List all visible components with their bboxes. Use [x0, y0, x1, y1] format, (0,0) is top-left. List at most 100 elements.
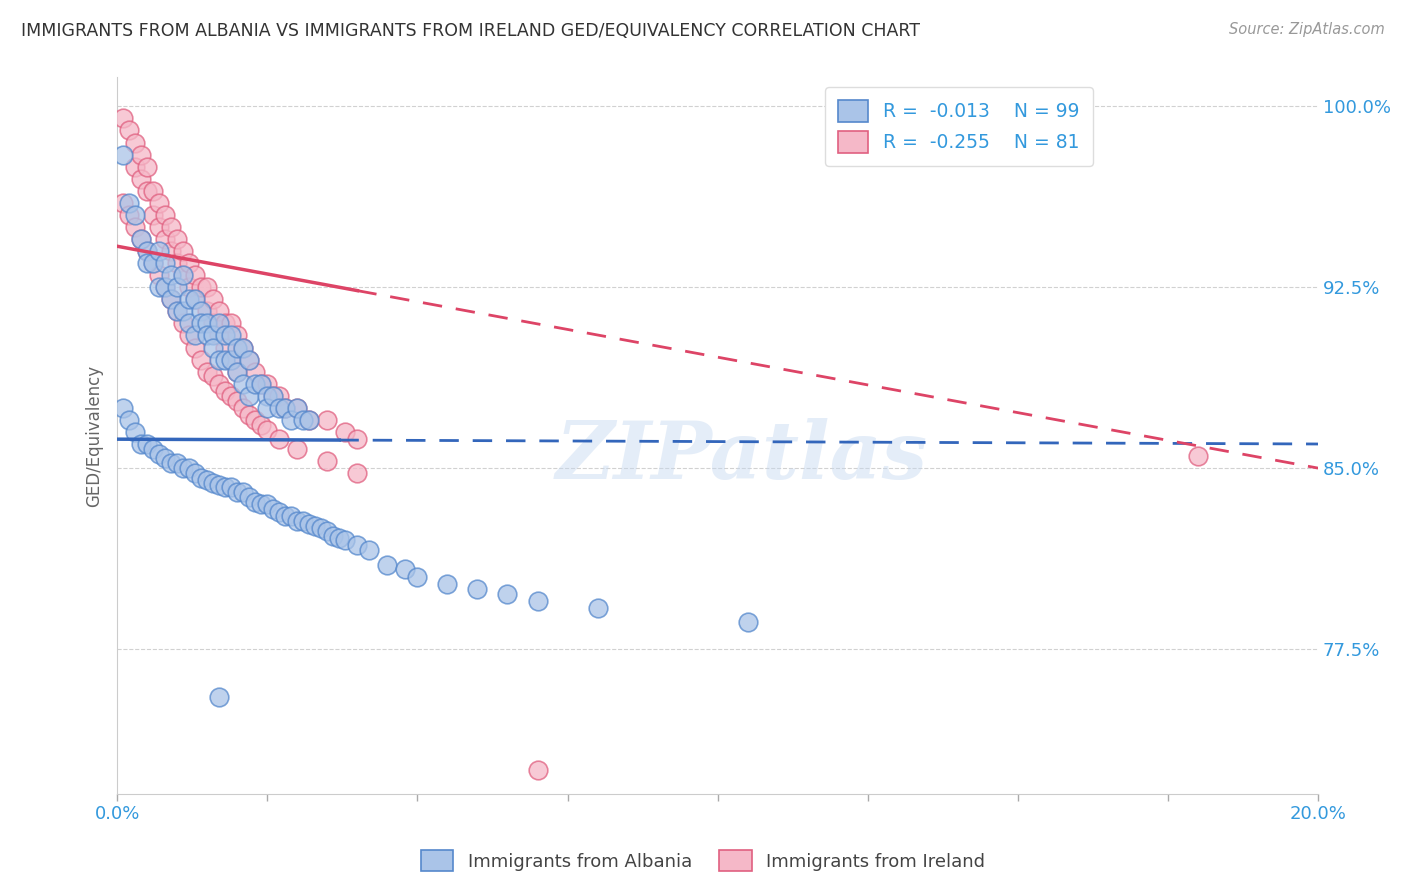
Point: [226, 365, 249, 379]
Point: [166, 304, 188, 318]
Point: [195, 280, 218, 294]
Point: [190, 317, 212, 331]
Point: [214, 317, 236, 331]
Point: [245, 365, 267, 379]
Point: [232, 485, 254, 500]
Point: [208, 317, 231, 331]
Point: [172, 268, 194, 283]
Point: [269, 432, 291, 446]
Point: [166, 280, 188, 294]
Point: [118, 195, 141, 210]
Point: [256, 401, 278, 415]
Point: [129, 147, 152, 161]
Point: [285, 401, 308, 415]
Point: [298, 413, 321, 427]
Point: [214, 328, 236, 343]
Point: [208, 690, 231, 705]
Point: [172, 317, 194, 331]
Point: [166, 232, 188, 246]
Point: [238, 389, 260, 403]
Point: [190, 471, 212, 485]
Point: [136, 437, 159, 451]
Point: [160, 456, 183, 470]
Point: [112, 112, 135, 126]
Point: [214, 384, 236, 398]
Point: [250, 376, 273, 391]
Point: [262, 389, 284, 403]
Point: [148, 244, 170, 258]
Point: [124, 219, 146, 234]
Point: [526, 763, 548, 777]
Point: [172, 268, 194, 283]
Point: [232, 341, 254, 355]
Point: [328, 531, 350, 545]
Point: [346, 432, 368, 446]
Point: [129, 232, 152, 246]
Point: [142, 256, 165, 270]
Point: [202, 341, 225, 355]
Point: [184, 341, 207, 355]
Point: [292, 514, 315, 528]
Point: [238, 352, 260, 367]
Point: [304, 519, 326, 533]
Point: [118, 413, 141, 427]
Point: [142, 208, 165, 222]
Point: [219, 352, 242, 367]
Point: [316, 524, 339, 538]
Point: [280, 509, 302, 524]
Point: [148, 447, 170, 461]
Point: [256, 389, 278, 403]
Point: [298, 516, 321, 531]
Point: [226, 328, 249, 343]
Point: [202, 475, 225, 490]
Text: Source: ZipAtlas.com: Source: ZipAtlas.com: [1229, 22, 1385, 37]
Point: [214, 341, 236, 355]
Point: [118, 123, 141, 137]
Point: [166, 456, 188, 470]
Point: [148, 219, 170, 234]
Point: [232, 341, 254, 355]
Point: [155, 232, 177, 246]
Point: [179, 293, 201, 307]
Point: [190, 304, 212, 318]
Point: [195, 473, 218, 487]
Point: [124, 160, 146, 174]
Point: [250, 417, 273, 432]
Point: [202, 293, 225, 307]
Point: [184, 293, 207, 307]
Point: [160, 293, 183, 307]
Point: [269, 389, 291, 403]
Point: [1187, 449, 1209, 463]
Point: [394, 562, 416, 576]
Point: [118, 208, 141, 222]
Point: [136, 244, 159, 258]
Point: [184, 268, 207, 283]
Point: [148, 280, 170, 294]
Point: [219, 352, 242, 367]
Point: [269, 504, 291, 518]
Point: [226, 341, 249, 355]
Point: [292, 413, 315, 427]
Point: [245, 376, 267, 391]
Point: [269, 401, 291, 415]
Point: [172, 461, 194, 475]
Point: [129, 437, 152, 451]
Point: [262, 502, 284, 516]
Point: [406, 569, 429, 583]
Point: [436, 577, 458, 591]
Point: [274, 509, 297, 524]
Text: IMMIGRANTS FROM ALBANIA VS IMMIGRANTS FROM IRELAND GED/EQUIVALENCY CORRELATION C: IMMIGRANTS FROM ALBANIA VS IMMIGRANTS FR…: [21, 22, 920, 40]
Point: [142, 256, 165, 270]
Point: [250, 376, 273, 391]
Point: [298, 413, 321, 427]
Point: [202, 328, 225, 343]
Point: [195, 328, 218, 343]
Point: [208, 352, 231, 367]
Point: [142, 442, 165, 456]
Point: [208, 328, 231, 343]
Point: [226, 365, 249, 379]
Point: [346, 466, 368, 480]
Point: [285, 514, 308, 528]
Point: [155, 451, 177, 466]
Point: [160, 219, 183, 234]
